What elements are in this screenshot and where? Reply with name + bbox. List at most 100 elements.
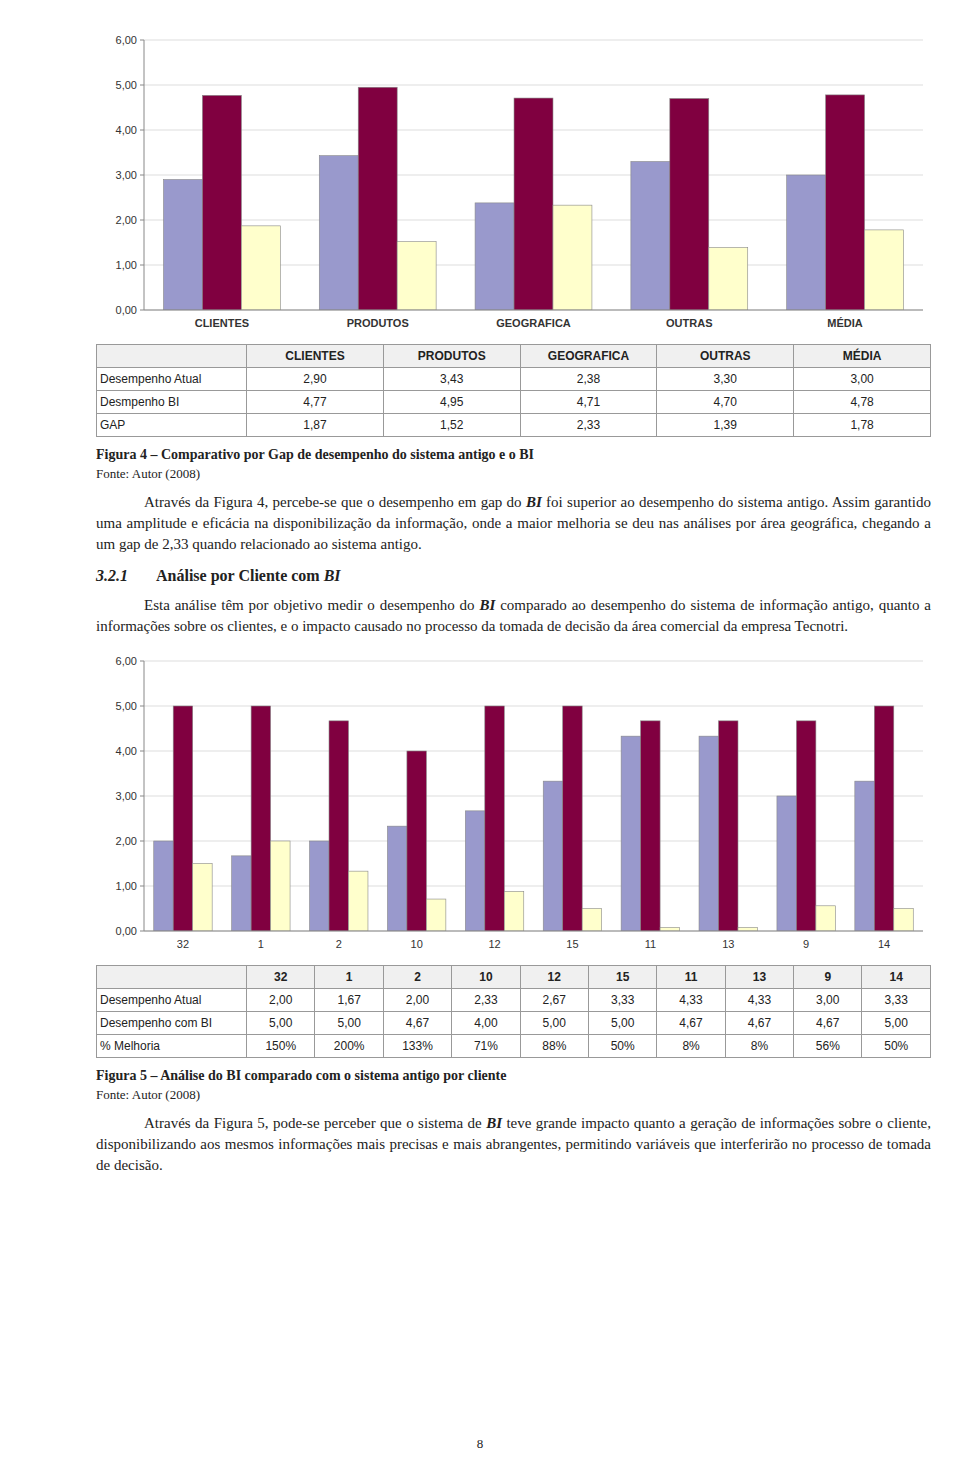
table-value: 3,33 (862, 989, 931, 1012)
figure-source: Fonte: Autor (2008) (96, 466, 931, 482)
y-tick-label: 4,00 (116, 124, 137, 136)
table-value: 1,52 (383, 414, 520, 437)
y-tick (140, 706, 144, 707)
bar (358, 87, 397, 310)
x-tick-label: 15 (566, 938, 578, 950)
bar (397, 242, 436, 310)
x-tick-label: 9 (803, 938, 809, 950)
figure-caption: Figura 4 – Comparativo por Gap de desemp… (96, 447, 931, 463)
table-value: 2,90 (247, 368, 384, 391)
text-run: BI (526, 494, 542, 510)
bar (787, 175, 826, 310)
y-tick-label: 5,00 (116, 700, 137, 712)
table-column-label: 13 (725, 966, 793, 989)
y-tick-label: 5,00 (116, 79, 137, 91)
table-value: 4,70 (657, 391, 794, 414)
bar (563, 706, 582, 931)
bar (475, 203, 514, 310)
y-tick-label: 1,00 (116, 880, 137, 892)
table-row-label: Desempenho com BI (97, 1012, 247, 1035)
page-number: 8 (0, 1436, 960, 1452)
bar (485, 706, 504, 931)
y-tick (140, 220, 144, 221)
table-header-row: 32121012151113914 (97, 966, 931, 989)
x-tick-label: 12 (488, 938, 500, 950)
table-column-label: 32 (247, 966, 315, 989)
table-value: 1,78 (794, 414, 931, 437)
table-value: 2,67 (520, 989, 588, 1012)
y-tick-label: 0,00 (116, 304, 137, 316)
table-value: 5,00 (315, 1012, 383, 1035)
data-table: 32121012151113914Desempenho Atual2,001,6… (96, 965, 931, 1058)
bar (777, 796, 796, 931)
x-tick-label: 14 (878, 938, 890, 950)
table-value: 5,00 (247, 1012, 315, 1035)
table-corner (97, 966, 247, 989)
bar (553, 205, 592, 310)
bar-chart: 0,001,002,003,004,005,006,00CLIENTESPROD… (96, 28, 931, 338)
table-value: 3,43 (383, 368, 520, 391)
bar (319, 156, 358, 310)
table-value: 2,33 (520, 414, 657, 437)
bar (865, 230, 904, 310)
table-value: 4,67 (657, 1012, 725, 1035)
text-run: 3.2.1 (96, 567, 128, 584)
x-tick-labels: 32121012151113914 (177, 938, 890, 950)
x-tick-label: MÉDIA (827, 317, 863, 329)
bar (796, 721, 815, 931)
text-run: Esta análise têm por objetivo medir o de… (144, 597, 479, 613)
page-content: 0,00 1,00 2,00 3,00 4,00 5,00 6,00 CLIENTESPROD… (96, 28, 931, 1188)
bar (329, 721, 348, 931)
bar (310, 841, 329, 931)
y-tick (140, 175, 144, 176)
bar (232, 856, 251, 931)
y-tick (140, 886, 144, 887)
y-tick-label: 4,00 (116, 745, 137, 757)
table-value: 8% (657, 1035, 725, 1058)
grid-line (144, 661, 923, 662)
table-value: 1,87 (247, 414, 384, 437)
bar (514, 98, 553, 310)
text-run: BI (486, 1115, 502, 1131)
y-tick-label: 6,00 (116, 34, 137, 46)
table-column-label: 14 (862, 966, 931, 989)
figure-source: Fonte: Autor (2008) (96, 1087, 931, 1103)
bar (738, 927, 757, 931)
bar (426, 899, 445, 931)
bar (407, 751, 426, 931)
y-tick (140, 310, 144, 311)
y-tick-label: 6,00 (116, 655, 137, 667)
bar (874, 706, 893, 931)
bar-series (163, 156, 825, 310)
y-tick (140, 751, 144, 752)
bar (173, 706, 192, 931)
table-row: Desempenho com BI5,005,004,674,005,005,0… (97, 1012, 931, 1035)
grid-line (144, 310, 923, 311)
bar (504, 891, 523, 931)
table-value: 3,33 (588, 989, 656, 1012)
table-value: 3,00 (794, 368, 931, 391)
table-value: 2,38 (520, 368, 657, 391)
x-tick-label: PRODUTOS (347, 317, 409, 329)
y-axis-line (144, 661, 145, 931)
table-value: 5,00 (862, 1012, 931, 1035)
body-paragraph: Através da Figura 4, percebe-se que o de… (96, 492, 931, 555)
bar (271, 841, 290, 931)
bar (154, 841, 173, 931)
table-value: 50% (862, 1035, 931, 1058)
bars (163, 87, 903, 310)
x-axis-line (144, 310, 923, 311)
bar (631, 162, 670, 311)
table-row-label: Desmpenho BI (97, 391, 247, 414)
x-tick-labels: CLIENTESPRODUTOSGEOGRAFICAOUTRASMÉDIA (195, 317, 863, 329)
bar-series (241, 205, 903, 310)
table-value: 150% (247, 1035, 315, 1058)
table-value: 5,00 (588, 1012, 656, 1035)
grid-line (144, 40, 923, 41)
table-column-label: 15 (588, 966, 656, 989)
table-column-label: 2 (383, 966, 451, 989)
table-value: 50% (588, 1035, 656, 1058)
y-tick-label: 2,00 (116, 214, 137, 226)
y-tick (140, 130, 144, 131)
table-value: 4,67 (725, 1012, 793, 1035)
